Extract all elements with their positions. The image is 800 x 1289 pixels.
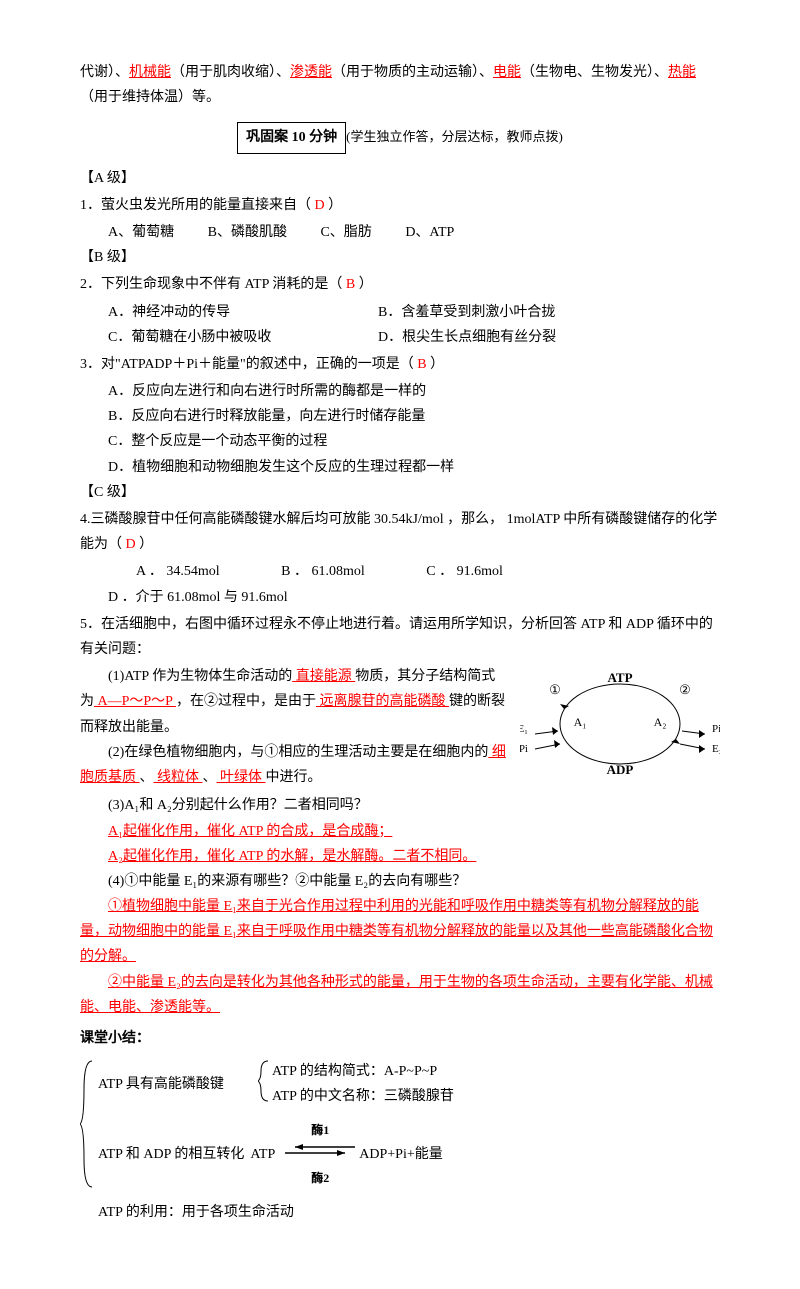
q4-opt-d: D ．介于 61.08mol 与 91.6mol xyxy=(80,585,288,610)
q5-p3-ans1: A₁起催化作用，催化 ATP 的合成，是合成酶； xyxy=(80,819,720,844)
svg-text:①: ① xyxy=(549,682,561,697)
q2-opt-a: A．神经冲动的传导 xyxy=(108,300,348,325)
sub-bracket-icon xyxy=(258,1059,270,1103)
q1-opt-a: A、葡萄糖 xyxy=(108,220,174,245)
q5-p4: (4)①中能量 E₁的来源有哪些？②中能量 E₂的去向有哪些？ xyxy=(80,869,720,894)
term-thermal: 热能 xyxy=(668,65,696,80)
q5-p3-ans2: A₂起催化作用，催化 ATP 的水解，是水解酶。二者不相同。 xyxy=(80,844,720,869)
q5-blank-6: 叶绿体 xyxy=(217,770,266,785)
summary-title: 课堂小结： xyxy=(80,1026,720,1051)
question-2: 2．下列生命现象中不伴有 ATP 消耗的是（ B ） xyxy=(80,272,720,297)
q4-opt-a: A ． 34.54mol xyxy=(108,559,220,584)
q2-opt-b: B．含羞草受到刺激小叶合拢 xyxy=(378,300,555,325)
enzyme-1-label: 酶1 xyxy=(285,1120,355,1142)
q5-blank-1: 直接能源 xyxy=(292,669,355,684)
svg-text:E₁: E₁ xyxy=(520,723,528,735)
q5-blank-3: 远离腺苷的高能磷酸 xyxy=(316,694,449,709)
q3-stem: 3．对"ATPADP＋Pi＋能量"的叙述中，正确的一项是（ xyxy=(80,357,414,372)
summary-r2b-atp: ATP xyxy=(250,1142,275,1167)
q2-paren-close: ） xyxy=(359,277,373,292)
q5-p2g: 中进行。 xyxy=(266,770,322,785)
bracket-icon xyxy=(80,1059,96,1189)
q5-p4-ans2: ②中能量 E₂的去向是转化为其他各种形式的能量，用于生物的各项生命活动，主要有化… xyxy=(80,970,720,1020)
summary-r1-label: ATP 具有高能磷酸键 xyxy=(98,1072,258,1097)
q2-opt-c: C．葡萄糖在小肠中被吸收 xyxy=(108,325,348,350)
svg-text:Pi: Pi xyxy=(520,743,528,755)
q5-p2e: 、 xyxy=(203,770,217,785)
q1-opt-b: B、磷酸肌酸 xyxy=(208,220,287,245)
q2-opt-d: D．根尖生长点细胞有丝分裂 xyxy=(378,325,556,350)
section-note: (学生独立作答，分层达标，教师点拨) xyxy=(346,129,563,144)
term-electric: 电能 xyxy=(493,65,521,80)
q3-paren-close: ） xyxy=(430,357,444,372)
q4-opt-c: C ． 91.6mol xyxy=(398,559,503,584)
q1-opt-c: C、脂肪 xyxy=(320,220,371,245)
q5-blank-5: 线粒体 xyxy=(154,770,203,785)
q1-paren-close: ） xyxy=(328,198,342,213)
q4-stem: 4.三磷酸腺苷中任何高能磷酸键水解后均可放能 30.54kJ/mol ，那么， … xyxy=(80,512,717,552)
atp-cycle-diagram: ATP ADP A₁ A₂ ① ② E₁ Pi Pi E₂ xyxy=(520,664,720,793)
summary-r1b: ATP 的中文名称：三磷酸腺苷 xyxy=(272,1084,454,1109)
q5-p1a: (1)ATP 作为生物体生命活动的 xyxy=(108,669,292,684)
question-3: 3．对"ATPADP＋Pi＋能量"的叙述中，正确的一项是（ B ） xyxy=(80,352,720,377)
summary-row-3: ATP 的利用：用于各项生命活动 xyxy=(98,1200,720,1225)
intro-p3: （生物电、生物发光）、 xyxy=(521,65,668,80)
q4-opt-b: B ． 61.08mol xyxy=(253,559,365,584)
q1-answer: D xyxy=(311,198,328,213)
q2-stem: 2．下列生命现象中不伴有 ATP 消耗的是（ xyxy=(80,277,342,292)
enzyme-arrow-icon: 酶1 酶2 xyxy=(285,1120,355,1190)
q2-options: A．神经冲动的传导 B．含羞草受到刺激小叶合拢 C．葡萄糖在小肠中被吸收 D．根尖生… xyxy=(80,300,720,350)
term-osmotic: 渗透能 xyxy=(290,65,332,80)
q5-p2c: 、 xyxy=(140,770,154,785)
question-1: 1．萤火虫发光所用的能量直接来自（ D ） xyxy=(80,193,720,218)
q5-p4-ans1: ①植物细胞中能量 E₁来自于光合作用过程中利用的光能和呼吸作用中糖类等有机物分解… xyxy=(80,894,720,970)
q4-paren-close: ） xyxy=(139,537,153,552)
q5-blank-2: A—P～P～P xyxy=(94,694,176,709)
section-title: 巩固案 10 分钟 xyxy=(237,122,346,153)
summary-row-2: ATP 和 ADP 的相互转化 ATP 酶1 酶2 ADP+Pi+能量 xyxy=(98,1120,720,1190)
svg-text:E₂: E₂ xyxy=(712,743,720,755)
q4-answer: D xyxy=(122,537,139,552)
level-c-label: 【C 级】 xyxy=(80,480,720,505)
q1-options: A、葡萄糖 B、磷酸肌酸 C、脂肪 D、ATP xyxy=(80,220,720,245)
q3-options: A．反应向左进行和向右进行时所需的酶都是一样的 B．反应向右进行时释放能量，向左… xyxy=(80,379,720,480)
enzyme-2-label: 酶2 xyxy=(285,1168,355,1190)
question-5-stem: 5．在活细胞中，右图中循环过程永不停止地进行着。请运用所学知识，分析回答 ATP… xyxy=(80,612,720,662)
q3-opt-c: C．整个反应是一个动态平衡的过程 xyxy=(108,429,720,454)
q5-p3: (3)A₁和 A₂分别起什么作用？二者相同吗？ xyxy=(80,793,720,818)
summary-row-1: ATP 具有高能磷酸键 ATP 的结构简式：A-P~P~P ATP 的中文名称：… xyxy=(98,1059,720,1109)
q2-answer: B xyxy=(342,277,358,292)
summary-r2c: ADP+Pi+能量 xyxy=(359,1142,442,1167)
svg-text:ATP: ATP xyxy=(607,670,632,685)
q3-opt-a: A．反应向左进行和向右进行时所需的酶都是一样的 xyxy=(108,379,720,404)
svg-text:ADP: ADP xyxy=(607,762,634,777)
intro-prefix: 代谢）、 xyxy=(80,65,129,80)
level-a-label: 【A 级】 xyxy=(80,166,720,191)
q4-options: A ． 34.54mol B ． 61.08mol C ． 91.6mol D … xyxy=(80,559,720,609)
svg-text:A₁: A₁ xyxy=(574,715,587,729)
intro-p2: （用于物质的主动运输）、 xyxy=(332,65,493,80)
term-mechanical: 机械能 xyxy=(129,65,171,80)
q3-opt-d: D．植物细胞和动物细胞发生这个反应的生理过程都一样 xyxy=(108,455,720,480)
intro-paragraph: 代谢）、机械能（用于肌肉收缩）、渗透能（用于物质的主动运输）、电能（生物电、生物… xyxy=(80,60,720,110)
question-4: 4.三磷酸腺苷中任何高能磷酸键水解后均可放能 30.54kJ/mol ，那么， … xyxy=(80,507,720,557)
q1-opt-d: D、ATP xyxy=(405,220,454,245)
q5-p1e: ，在②过程中，是由于 xyxy=(176,694,316,709)
q3-answer: B xyxy=(414,357,430,372)
section-header: 巩固案 10 分钟(学生独立作答，分层达标，教师点拨) xyxy=(80,122,720,153)
level-b-label: 【B 级】 xyxy=(80,245,720,270)
summary-r2a: ATP 和 ADP 的相互转化 xyxy=(98,1142,244,1167)
intro-p1: （用于肌肉收缩）、 xyxy=(171,65,290,80)
svg-text:Pi: Pi xyxy=(712,723,720,735)
svg-text:A₂: A₂ xyxy=(654,715,667,729)
svg-text:②: ② xyxy=(679,682,691,697)
q3-opt-b: B．反应向右进行时释放能量，向左进行时储存能量 xyxy=(108,404,720,429)
q5-p2a: (2)在绿色植物细胞内，与①相应的生理活动主要是在细胞内的 xyxy=(108,745,488,760)
summary-r1a: ATP 的结构简式：A-P~P~P xyxy=(272,1059,454,1084)
q1-stem: 1．萤火虫发光所用的能量直接来自（ xyxy=(80,198,311,213)
summary-bracket: ATP 具有高能磷酸键 ATP 的结构简式：A-P~P~P ATP 的中文名称：… xyxy=(80,1059,720,1225)
intro-p4: （用于维持体温）等。 xyxy=(80,90,220,105)
